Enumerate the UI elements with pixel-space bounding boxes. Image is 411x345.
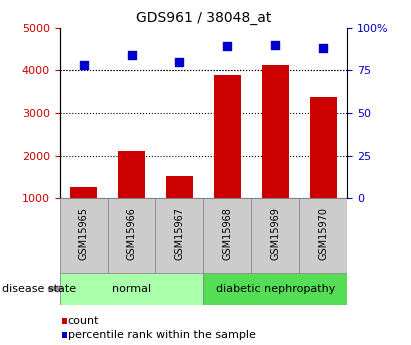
Text: GSM15966: GSM15966 bbox=[127, 208, 136, 260]
Bar bbox=[166, 176, 193, 198]
Bar bbox=[310, 97, 337, 198]
Text: GSM15970: GSM15970 bbox=[319, 207, 328, 260]
Bar bbox=[203, 198, 252, 273]
Bar bbox=[155, 198, 203, 273]
Bar bbox=[60, 198, 108, 273]
Point bbox=[224, 43, 231, 49]
Bar bbox=[262, 65, 289, 198]
Text: count: count bbox=[68, 316, 99, 326]
Point bbox=[176, 59, 183, 65]
Bar bbox=[214, 75, 240, 198]
Point bbox=[128, 52, 135, 58]
Bar bbox=[60, 273, 203, 305]
Text: GSM15965: GSM15965 bbox=[79, 207, 88, 260]
Text: diabetic nephropathy: diabetic nephropathy bbox=[216, 284, 335, 294]
Point bbox=[272, 42, 279, 47]
Text: GSM15967: GSM15967 bbox=[175, 207, 185, 260]
Bar bbox=[299, 198, 347, 273]
Point bbox=[320, 45, 327, 51]
Text: GSM15968: GSM15968 bbox=[222, 208, 232, 260]
Text: percentile rank within the sample: percentile rank within the sample bbox=[68, 330, 256, 339]
Bar bbox=[203, 273, 347, 305]
Title: GDS961 / 38048_at: GDS961 / 38048_at bbox=[136, 11, 271, 25]
Text: normal: normal bbox=[112, 284, 151, 294]
Point bbox=[80, 62, 87, 68]
Text: GSM15969: GSM15969 bbox=[270, 208, 280, 260]
Bar bbox=[70, 187, 97, 198]
Bar bbox=[252, 198, 299, 273]
Bar bbox=[118, 151, 145, 198]
Text: disease state: disease state bbox=[2, 284, 76, 294]
Bar bbox=[108, 198, 155, 273]
